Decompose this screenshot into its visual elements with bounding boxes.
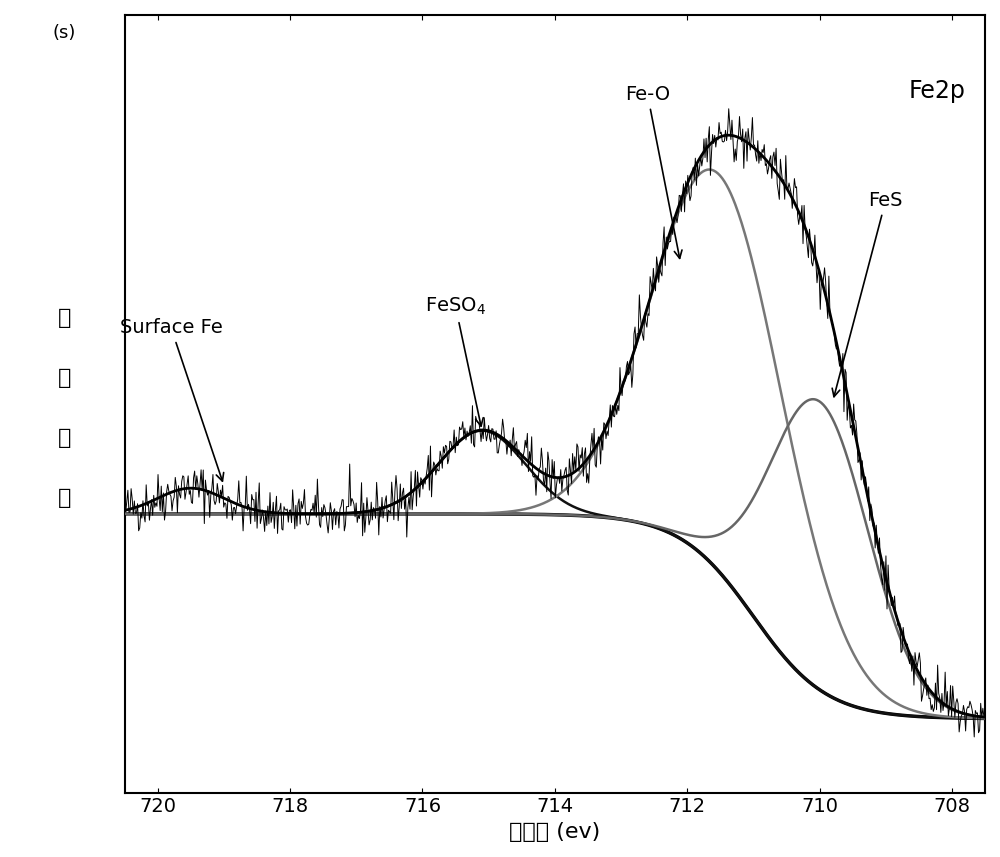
Text: 相: 相 xyxy=(58,309,71,328)
X-axis label: 结合能 (ev): 结合能 (ev) xyxy=(509,822,600,842)
Text: (s): (s) xyxy=(53,24,76,42)
Text: 对: 对 xyxy=(58,369,71,388)
Text: FeS: FeS xyxy=(832,191,903,397)
Text: 强: 强 xyxy=(58,428,71,448)
Text: FeSO$_4$: FeSO$_4$ xyxy=(425,296,486,426)
Text: Surface Fe: Surface Fe xyxy=(120,318,224,481)
Text: Fe-O: Fe-O xyxy=(625,85,682,258)
Text: Fe2p: Fe2p xyxy=(908,79,965,103)
Text: 度: 度 xyxy=(58,488,71,508)
